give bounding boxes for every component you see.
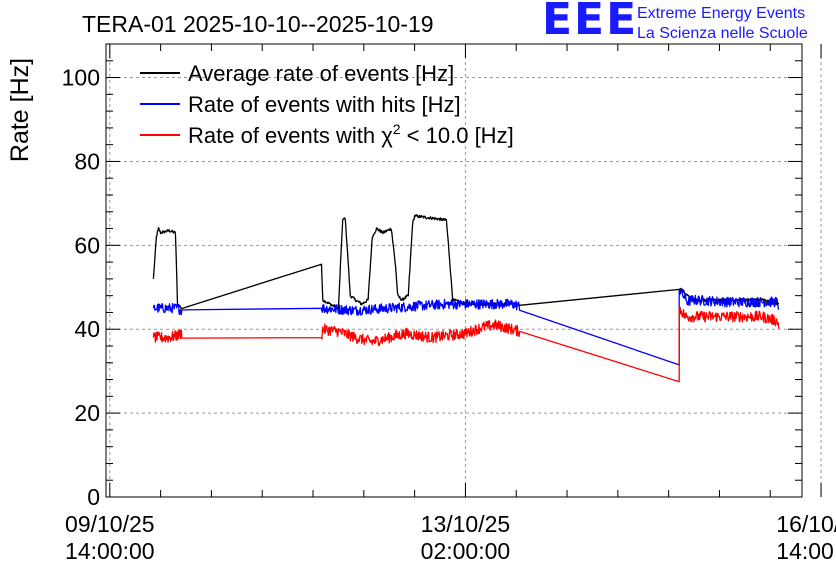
eee-logo-line-1: Extreme Energy Events — [637, 5, 806, 22]
x-tick-label-time: 02:00:00 — [421, 538, 511, 564]
eee-logo-mark: EEE — [542, 0, 639, 45]
y-axis-label: Rate [Hz] — [6, 58, 34, 162]
y-tick-label: 80 — [74, 148, 100, 174]
x-tick-label-date: 13/10/25 — [421, 511, 511, 537]
eee-logo-line-2: La Scienza nelle Scuole — [637, 25, 808, 42]
series-line-0 — [152, 214, 780, 310]
y-tick-label: 0 — [87, 484, 100, 510]
legend-label-1: Rate of events with hits [Hz] — [188, 92, 461, 117]
plot-frame — [105, 43, 803, 498]
y-tick-label: 40 — [74, 316, 100, 342]
y-tick-label: 60 — [74, 232, 100, 258]
x-tick-label-date: 16/10/25 — [776, 511, 836, 537]
legend-label-2: Rate of events with χ2 < 10.0 [Hz] — [188, 121, 514, 148]
x-tick-label-date: 09/10/25 — [65, 511, 155, 537]
series-line-2 — [152, 305, 780, 383]
chart-title: TERA-01 2025-10-10--2025-10-19 — [82, 11, 434, 37]
y-tick-label: 20 — [74, 400, 100, 426]
legend-label-0: Average rate of events [Hz] — [188, 61, 454, 86]
series-layer — [152, 214, 780, 383]
grid — [106, 44, 822, 497]
eee-logo: EEE Extreme Energy Events La Scienza nel… — [542, 0, 832, 45]
series-line-1 — [152, 288, 780, 366]
legend: Average rate of events [Hz] Rate of event… — [140, 61, 514, 148]
y-tick-label: 100 — [62, 65, 100, 91]
axes: 02040608010009/10/2514:00:0013/10/2502:0… — [62, 44, 836, 564]
x-tick-label-time: 14:00:00 — [65, 538, 155, 564]
x-tick-label-time: 14:00:00 — [776, 538, 836, 564]
